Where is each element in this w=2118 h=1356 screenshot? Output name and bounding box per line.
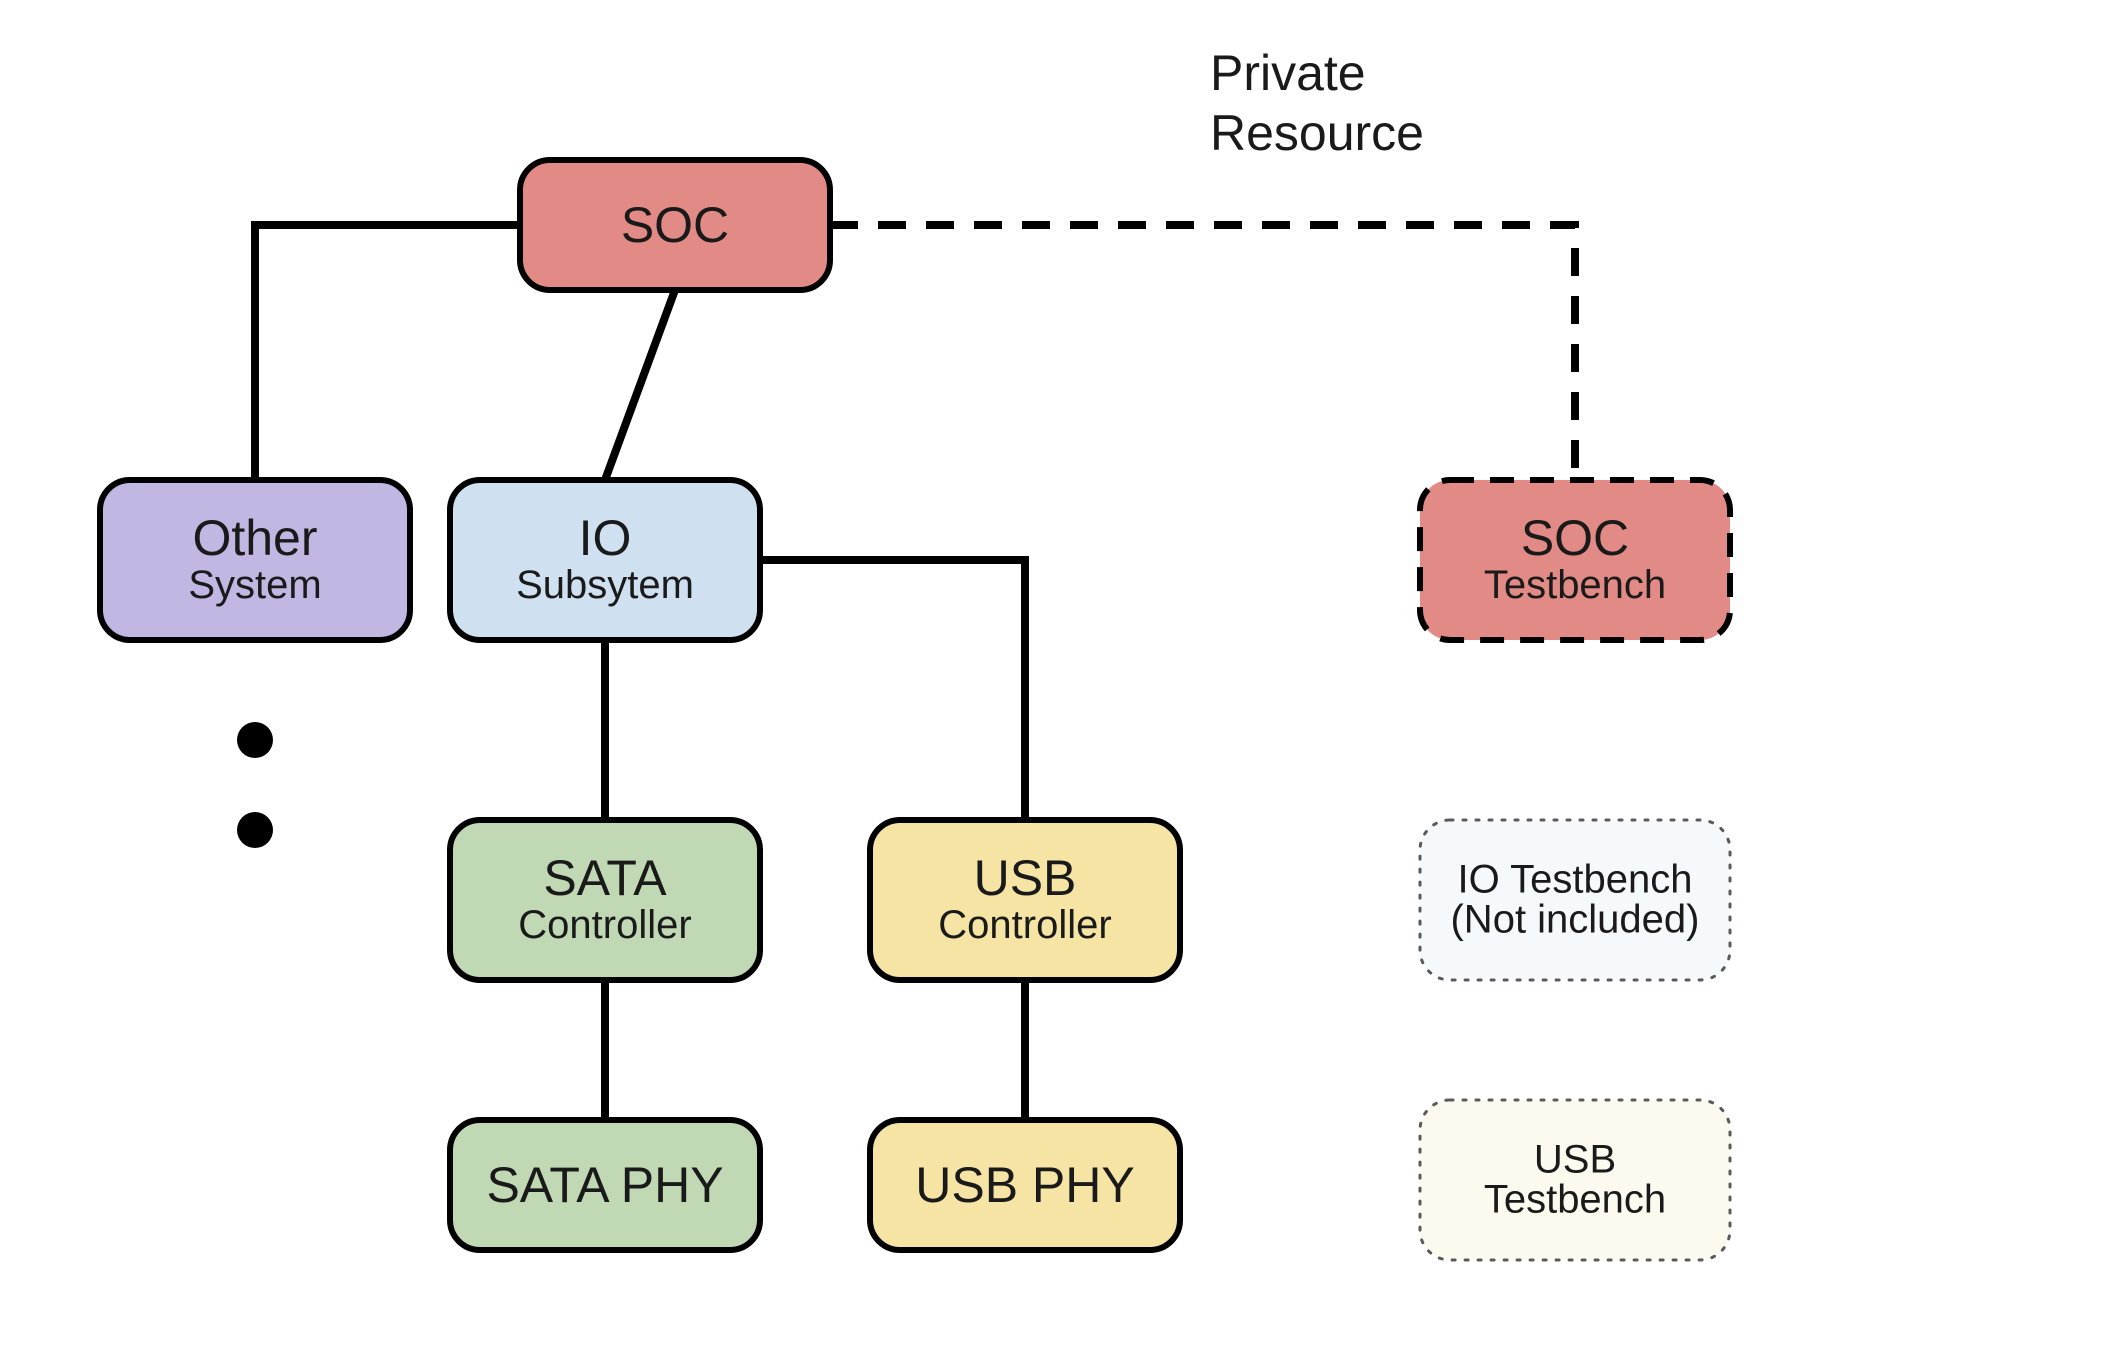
node-title: USB <box>974 850 1077 906</box>
node-sub: Controller <box>518 903 691 947</box>
node-title: Other <box>192 510 317 566</box>
node-title: IO <box>579 510 632 566</box>
edge <box>605 290 675 480</box>
node-title: SOC <box>621 197 729 253</box>
edge <box>255 225 520 480</box>
node-sub: Testbench <box>1484 563 1666 607</box>
node-usb_tb: USBTestbench <box>1420 1100 1730 1260</box>
nodes-layer: SOCOtherSystemIOSubsytemSATAControllerUS… <box>100 160 1730 1260</box>
edge <box>760 560 1025 820</box>
node-io_tb: IO Testbench(Not included) <box>1420 820 1730 980</box>
node-title: SOC <box>1521 510 1629 566</box>
node-sub: Controller <box>938 903 1111 947</box>
node-other: OtherSystem <box>100 480 410 640</box>
node-title: USB <box>1534 1138 1616 1182</box>
annotation-line1: Private <box>1210 45 1366 101</box>
node-title: USB PHY <box>915 1157 1135 1213</box>
edges-layer <box>255 225 1575 1120</box>
ellipsis-dot <box>237 812 273 848</box>
node-usb_phy: USB PHY <box>870 1120 1180 1250</box>
ellipsis-dot <box>237 722 273 758</box>
node-title: SATA PHY <box>486 1157 723 1213</box>
node-sub: Testbench <box>1484 1178 1666 1222</box>
node-soc: SOC <box>520 160 830 290</box>
node-sata_phy: SATA PHY <box>450 1120 760 1250</box>
node-sub: System <box>188 563 321 607</box>
node-usb_ctrl: USBController <box>870 820 1180 980</box>
edge <box>830 225 1575 480</box>
node-io: IOSubsytem <box>450 480 760 640</box>
node-title: SATA <box>543 850 667 906</box>
node-sub: Subsytem <box>516 563 694 607</box>
soc-hierarchy-diagram: SOCOtherSystemIOSubsytemSATAControllerUS… <box>0 0 2118 1356</box>
node-sata_ctrl: SATAController <box>450 820 760 980</box>
node-soc_tb: SOCTestbench <box>1420 480 1730 640</box>
node-title: IO Testbench <box>1458 858 1693 902</box>
annotation-line2: Resource <box>1210 105 1424 161</box>
node-sub: (Not included) <box>1450 898 1699 942</box>
